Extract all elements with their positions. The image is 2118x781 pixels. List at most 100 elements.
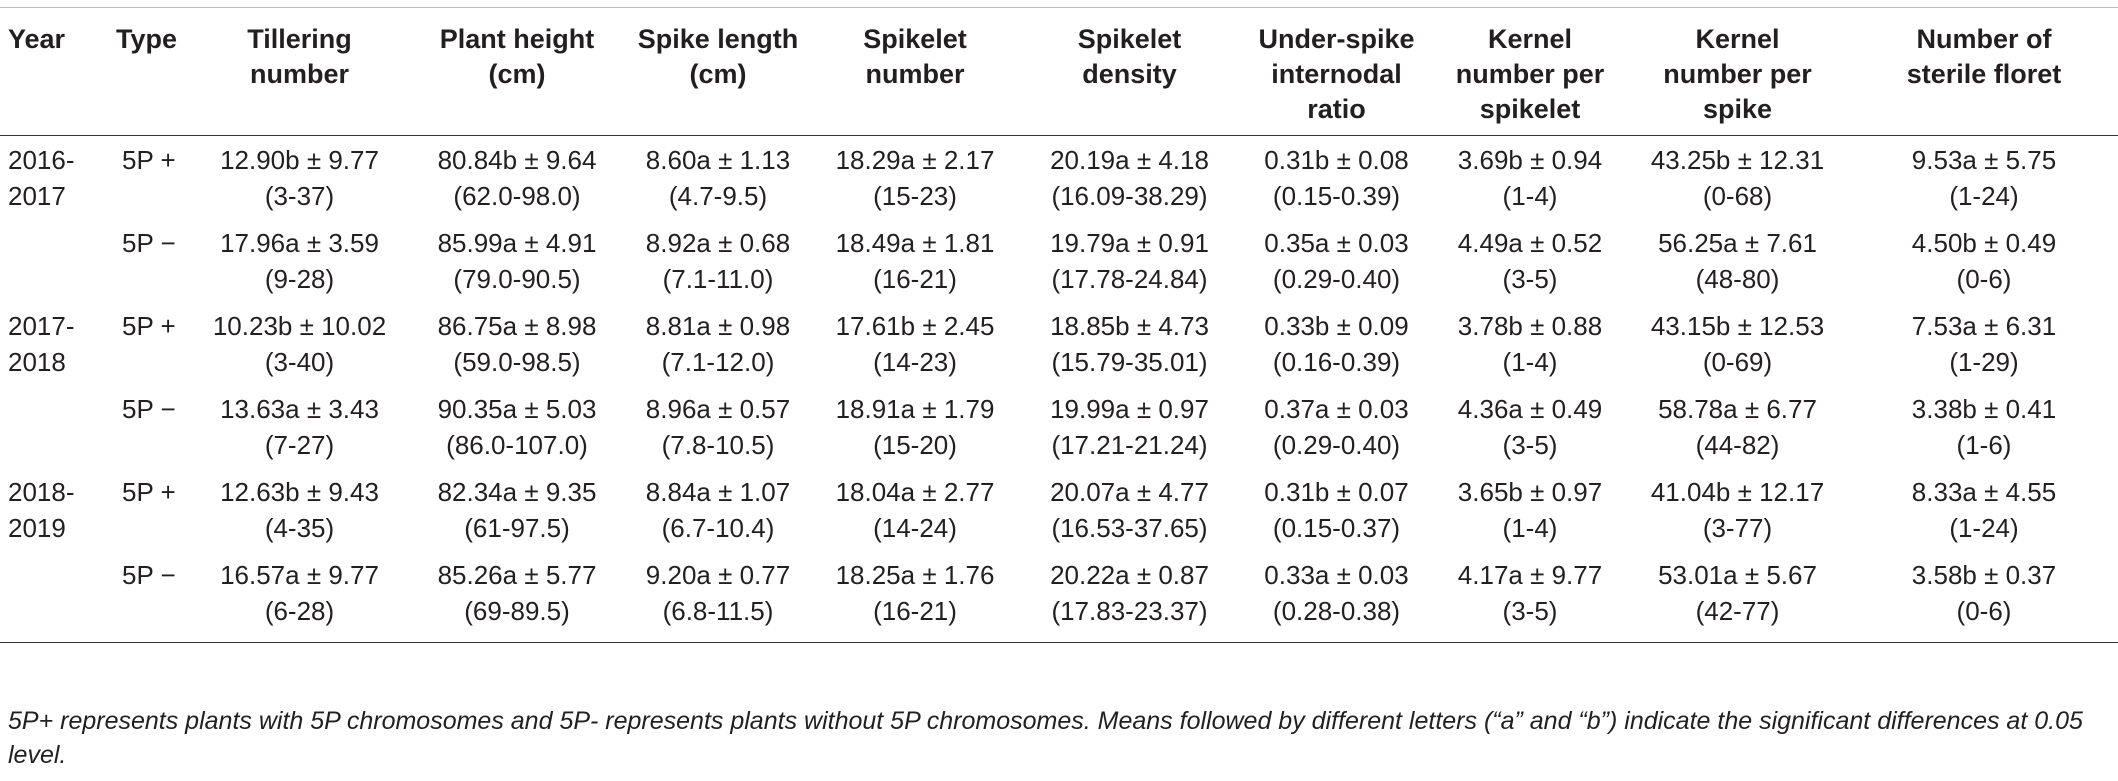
value-cell: 0.31b ± 0.08 (0.15-0.39) — [1238, 136, 1435, 219]
range-value: (3-5) — [1502, 595, 1558, 626]
mean-sd-value: 18.85b ± 4.73 — [1050, 310, 1209, 341]
header-line: Under-spike — [1258, 24, 1415, 54]
range-value: (0.29-0.40) — [1272, 263, 1401, 294]
range-value: (0.15-0.39) — [1272, 181, 1401, 211]
mean-sd-value: 0.33b ± 0.09 — [1264, 310, 1409, 341]
value-cell: 8.92a ± 0.68 (7.1-11.0) — [627, 219, 809, 302]
range-value: (7.1-11.0) — [662, 263, 774, 294]
header-line: Plant height — [439, 24, 595, 54]
mean-sd-value: 18.29a ± 2.17 — [835, 145, 995, 175]
mean-sd-value: 8.96a ± 0.57 — [645, 393, 791, 424]
header-line: number per — [1455, 59, 1605, 89]
value-cell: 8.96a ± 0.57 (7.8-10.5) — [627, 385, 809, 468]
range-value: (15.79-35.01) — [1051, 346, 1208, 377]
mean-sd-value: 19.99a ± 0.97 — [1050, 393, 1209, 424]
header-line: number — [249, 59, 349, 89]
table-row: 2018-2019 5P + 12.63b ± 9.43 (4-35) 82.34a ±… — [0, 468, 2118, 551]
header-line: sterile floret — [1906, 59, 2062, 89]
value-cell: 41.04b ± 12.17 (3-77) — [1625, 468, 1850, 551]
value-cell: 86.75a ± 8.98 (59.0-98.5) — [407, 302, 627, 385]
range-value: (69-89.5) — [464, 595, 570, 626]
value-cell: 18.91a ± 1.79 (15-20) — [809, 385, 1021, 468]
value-cell: 3.69b ± 0.94 (1-4) — [1435, 136, 1625, 219]
header-line: internodal — [1271, 59, 1402, 89]
range-value: (3-5) — [1502, 429, 1558, 460]
header-spikelet-number: Spikelet number — [809, 7, 1021, 136]
range-value: (14-23) — [873, 346, 957, 377]
value-cell: 0.33a ± 0.03 (0.28-0.38) — [1238, 550, 1435, 643]
mean-sd-value: 20.22a ± 0.87 — [1050, 559, 1209, 590]
mean-sd-value: 18.91a ± 1.79 — [835, 393, 995, 424]
range-value: (0-69) — [1702, 346, 1773, 377]
range-value: (3-37) — [264, 181, 335, 211]
mean-sd-value: 20.07a ± 4.77 — [1050, 476, 1209, 507]
value-cell: 43.15b ± 12.53 (0-69) — [1625, 302, 1850, 385]
range-value: (6-28) — [264, 595, 335, 626]
table-row: 2016-2017 5P + 12.90b ± 9.77 (3-37) 80.84b ±… — [0, 136, 2118, 219]
table-footnote: 5P+ represents plants with 5P chromosome… — [8, 707, 2083, 769]
mean-sd-value: 82.34a ± 9.35 — [437, 476, 597, 507]
header-line: ratio — [1307, 94, 1366, 124]
range-value: (59.0-98.5) — [453, 346, 581, 377]
mean-sd-value: 0.33a ± 0.03 — [1264, 559, 1409, 590]
range-value: (9-28) — [264, 263, 335, 294]
range-value: (62.0-98.0) — [453, 181, 581, 211]
value-cell: 3.38b ± 0.41 (1-6) — [1850, 385, 2118, 468]
mean-sd-value: 3.69b ± 0.94 — [1457, 145, 1603, 175]
header-line: Kernel — [1695, 24, 1780, 54]
range-value: (44-82) — [1695, 429, 1780, 460]
range-value: (1-4) — [1502, 512, 1558, 543]
mean-sd-value: 85.26a ± 5.77 — [437, 559, 597, 590]
value-cell: 53.01a ± 5.67 (42-77) — [1625, 550, 1850, 643]
header-type: Type — [108, 7, 192, 136]
header-line: Spikelet — [863, 24, 967, 54]
header-kernel-number-per-spikelet: Kernel number per spikelet — [1435, 7, 1625, 136]
value-cell: 82.34a ± 9.35 (61-97.5) — [407, 468, 627, 551]
value-cell: 16.57a ± 9.77 (6-28) — [192, 550, 407, 643]
value-cell: 9.20a ± 0.77 (6.8-11.5) — [627, 550, 809, 643]
header-line: spikelet — [1479, 94, 1581, 124]
value-cell: 12.90b ± 9.77 (3-37) — [192, 136, 407, 219]
table-body: 2016-2017 5P + 12.90b ± 9.77 (3-37) 80.84b ±… — [0, 136, 2118, 643]
mean-sd-value: 0.31b ± 0.07 — [1264, 476, 1409, 507]
mean-sd-value: 19.79a ± 0.91 — [1050, 227, 1209, 258]
mean-sd-value: 3.58b ± 0.37 — [1911, 559, 2057, 590]
header-line: Kernel — [1487, 24, 1573, 54]
value-cell: 85.99a ± 4.91 (79.0-90.5) — [407, 219, 627, 302]
range-value: (1-4) — [1502, 346, 1558, 377]
range-value: (6.7-10.4) — [661, 512, 775, 543]
mean-sd-value: 0.35a ± 0.03 — [1264, 227, 1409, 258]
range-value: (0.16-0.39) — [1272, 346, 1401, 377]
header-spike-length: Spike length (cm) — [627, 7, 809, 136]
value-cell: 0.33b ± 0.09 (0.16-0.39) — [1238, 302, 1435, 385]
year-cell — [0, 385, 108, 468]
value-cell: 3.58b ± 0.37 (0-6) — [1850, 550, 2118, 643]
value-cell: 8.81a ± 0.98 (7.1-12.0) — [627, 302, 809, 385]
range-value: (0.15-0.37) — [1272, 512, 1401, 543]
mean-sd-value: 12.90b ± 9.77 — [220, 145, 379, 175]
mean-sd-value: 41.04b ± 12.17 — [1650, 476, 1825, 507]
range-value: (7.8-10.5) — [661, 429, 775, 460]
header-line: Type — [116, 24, 178, 54]
header-kernel-number-per-spike: Kernel number per spike — [1625, 7, 1850, 136]
value-cell: 17.61b ± 2.45 (14-23) — [809, 302, 1021, 385]
header-line: spike — [1702, 94, 1773, 124]
range-value: (42-77) — [1695, 595, 1780, 626]
table-row: 5P − 13.63a ± 3.43 (7-27) 90.35a ± 5.03 (86.… — [0, 385, 2118, 468]
value-cell: 90.35a ± 5.03 (86.0-107.0) — [407, 385, 627, 468]
range-value: (79.0-90.5) — [453, 263, 581, 294]
value-cell: 19.79a ± 0.91 (17.78-24.84) — [1021, 219, 1238, 302]
mean-sd-value: 90.35a ± 5.03 — [437, 393, 597, 424]
mean-sd-value: 80.84b ± 9.64 — [437, 145, 597, 175]
mean-sd-value: 9.53a ± 5.75 — [1911, 145, 2057, 175]
header-row: Year Type Tillering number Plant height … — [0, 7, 2118, 136]
mean-sd-value: 43.15b ± 12.53 — [1650, 310, 1825, 341]
year-cell: 2017-2018 — [8, 310, 75, 377]
range-value: (0-68) — [1702, 181, 1773, 211]
value-cell: 8.60a ± 1.13 (4.7-9.5) — [627, 136, 809, 219]
table-row: 5P − 17.96a ± 3.59 (9-28) 85.99a ± 4.91 (79.… — [0, 219, 2118, 302]
value-cell: 13.63a ± 3.43 (7-27) — [192, 385, 407, 468]
type-cell: 5P − — [122, 393, 176, 424]
value-cell: 10.23b ± 10.02 (3-40) — [192, 302, 407, 385]
type-cell: 5P + — [122, 476, 176, 507]
